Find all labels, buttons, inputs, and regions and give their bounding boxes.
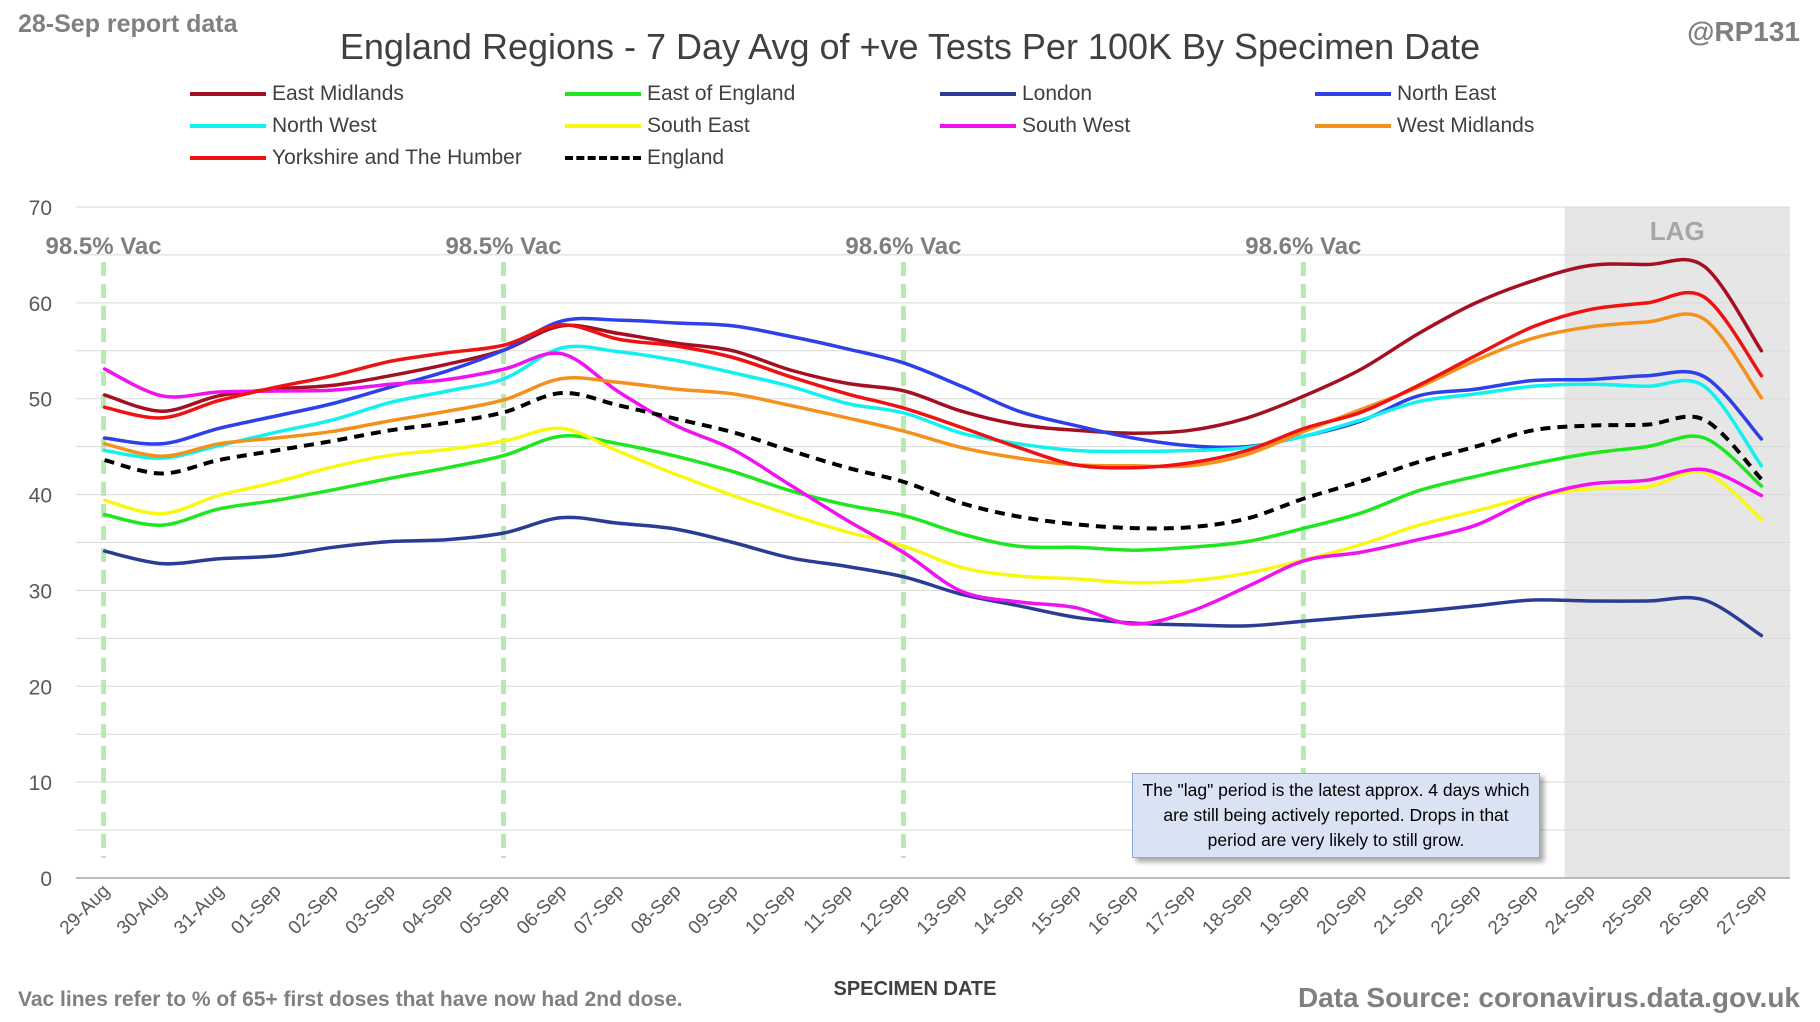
legend-label: North West — [272, 114, 377, 137]
legend-item: North East — [1315, 79, 1496, 109]
legend-item: East Midlands — [190, 79, 404, 109]
legend-item: East of England — [565, 79, 795, 109]
x-tick-label: 10-Sep — [742, 881, 800, 939]
x-axis-label: SPECIMEN DATE — [834, 978, 997, 1000]
x-tick-label: 12-Sep — [856, 881, 914, 939]
x-tick-label: 26-Sep — [1656, 881, 1714, 939]
legend-label: East Midlands — [272, 82, 404, 105]
x-tick-label: 30-Aug — [113, 881, 171, 939]
chart-title: England Regions - 7 Day Avg of +ve Tests… — [339, 26, 1481, 67]
legend-item: South West — [940, 111, 1130, 141]
x-tick-label: 02-Sep — [284, 881, 342, 939]
lag-explanation-note: The "lag" period is the latest approx. 4… — [1132, 773, 1540, 858]
legend-item: West Midlands — [1315, 111, 1534, 141]
series-line-yorkshire-and-the-humber — [102, 290, 1764, 470]
legend-label: London — [1022, 82, 1093, 105]
x-tick-label: 21-Sep — [1370, 881, 1428, 939]
legend-item: South East — [565, 111, 750, 141]
author-handle: @RP131 — [1687, 16, 1800, 47]
series-line-east-of-england — [102, 433, 1764, 552]
series-line-london — [102, 515, 1764, 638]
y-tick-label: 10 — [29, 772, 52, 795]
x-tick-label: 31-Aug — [170, 881, 228, 939]
x-tick-label: 03-Sep — [342, 881, 400, 939]
x-tick-label: 14-Sep — [970, 881, 1028, 939]
series-line-south-west — [102, 351, 1764, 626]
legend-label: West Midlands — [1397, 114, 1535, 137]
vac-marker-label: 98.5% Vac — [445, 233, 561, 260]
report-date-note: 28-Sep report data — [18, 10, 238, 38]
legend-item: England — [565, 143, 724, 173]
x-tick-label: 05-Sep — [456, 881, 514, 939]
x-tick-label: 08-Sep — [627, 881, 685, 939]
x-tick-label: 27-Sep — [1713, 881, 1771, 939]
y-tick-label: 20 — [29, 676, 52, 699]
y-tick-label: 40 — [29, 485, 52, 508]
series-line-east-midlands — [102, 257, 1764, 435]
legend-label: England — [647, 146, 725, 169]
legend-swatch — [1315, 124, 1391, 128]
legend-swatch — [190, 124, 266, 128]
x-tick-label: 16-Sep — [1084, 881, 1142, 939]
legend-label: East of England — [647, 82, 796, 105]
legend-swatch — [190, 156, 266, 160]
x-tick-label: 15-Sep — [1027, 881, 1085, 939]
vac-marker-label: 98.5% Vac — [46, 233, 162, 260]
x-tick-label: 06-Sep — [513, 881, 571, 939]
legend-swatch — [565, 124, 641, 128]
lag-region-label: LAG — [1650, 216, 1705, 246]
x-tick-label: 01-Sep — [227, 881, 285, 939]
x-tick-label: 07-Sep — [570, 881, 628, 939]
legend-label: North East — [1397, 82, 1497, 105]
legend-item: London — [940, 79, 1092, 109]
legend-swatch — [940, 124, 1016, 128]
x-tick-label: 24-Sep — [1541, 881, 1599, 939]
y-tick-label: 0 — [40, 868, 52, 891]
vac-marker-label: 98.6% Vac — [845, 233, 961, 260]
x-tick-label: 17-Sep — [1141, 881, 1199, 939]
legend-swatch — [190, 92, 266, 96]
series-line-west-midlands — [102, 312, 1764, 469]
y-tick-label: 60 — [29, 293, 52, 316]
vac-marker-label: 98.6% Vac — [1245, 233, 1361, 260]
legend-swatch — [940, 92, 1016, 96]
data-source: Data Source: coronavirus.data.gov.uk — [1297, 982, 1800, 1013]
series-line-north-east — [102, 316, 1764, 450]
legend-item: North West — [190, 111, 377, 141]
y-tick-label: 30 — [29, 580, 52, 603]
x-tick-label: 23-Sep — [1484, 881, 1542, 939]
x-tick-label: 13-Sep — [913, 881, 971, 939]
x-tick-label: 20-Sep — [1313, 881, 1371, 939]
x-tick-label: 29-Aug — [56, 881, 114, 939]
x-tick-label: 22-Sep — [1427, 881, 1485, 939]
y-tick-label: 50 — [29, 389, 52, 412]
legend-swatch — [1315, 92, 1391, 96]
x-tick-label: 18-Sep — [1199, 881, 1257, 939]
series-line-north-west — [102, 344, 1764, 468]
series-line-south-east — [102, 426, 1764, 585]
x-tick-label: 25-Sep — [1599, 881, 1657, 939]
legend-label: Yorkshire and The Humber — [272, 146, 522, 169]
x-tick-label: 04-Sep — [399, 881, 457, 939]
legend-label: South East — [647, 114, 750, 137]
x-tick-label: 09-Sep — [684, 881, 742, 939]
x-tick-label: 11-Sep — [800, 881, 857, 938]
x-tick-label: 19-Sep — [1256, 881, 1314, 939]
y-tick-label: 70 — [29, 197, 52, 220]
series-line-england — [104, 390, 1763, 531]
legend-swatch — [565, 156, 641, 160]
vac-footnote: Vac lines refer to % of 65+ first doses … — [18, 988, 683, 1011]
legend-label: South West — [1022, 114, 1131, 137]
legend-item: Yorkshire and The Humber — [190, 143, 522, 173]
legend-swatch — [565, 92, 641, 96]
